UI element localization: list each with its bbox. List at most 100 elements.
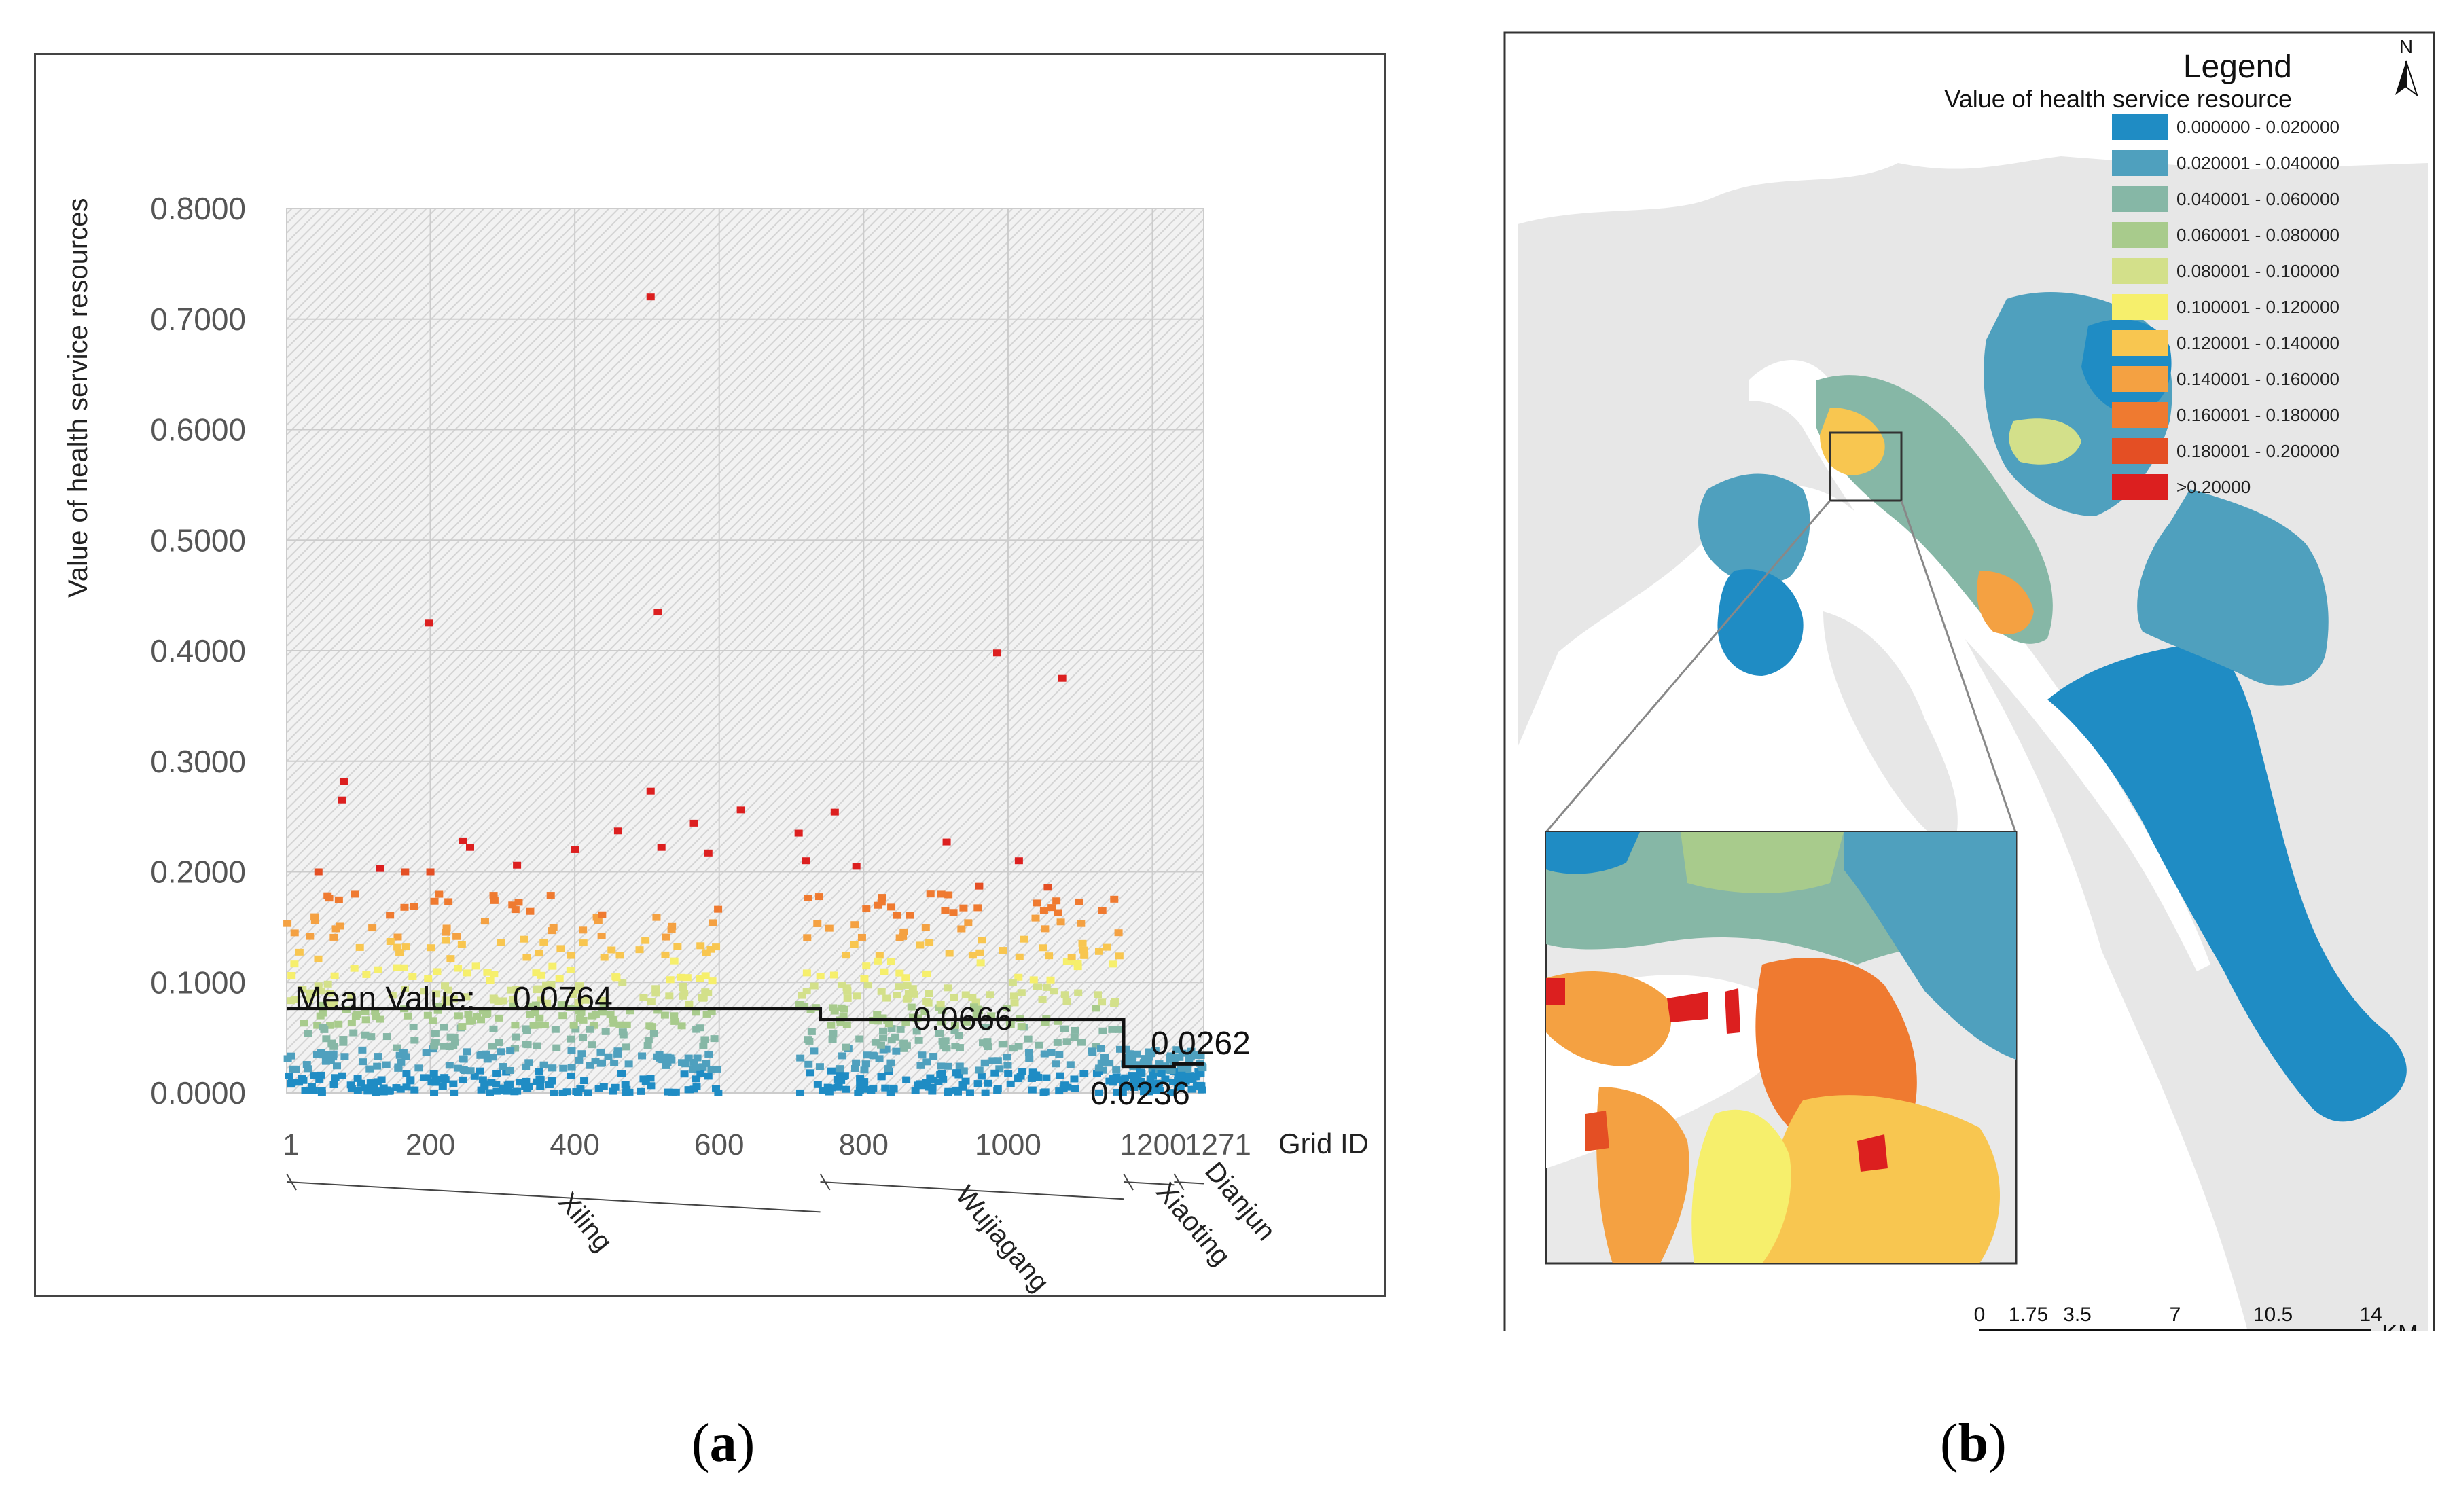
data-point xyxy=(1071,1085,1079,1092)
data-point xyxy=(1193,1051,1202,1058)
data-point xyxy=(477,1016,486,1024)
data-point xyxy=(984,1079,992,1087)
data-point xyxy=(884,1065,893,1073)
data-point xyxy=(533,1042,541,1049)
data-point xyxy=(511,1045,520,1052)
legend-label: 0.180001 - 0.200000 xyxy=(2176,441,2340,461)
district-label-wujiagang: Wujiagang xyxy=(950,1181,1055,1298)
data-point xyxy=(579,939,588,947)
data-point xyxy=(804,1036,812,1043)
data-point xyxy=(522,1077,531,1085)
data-point xyxy=(673,943,682,950)
region-east xyxy=(2137,489,2329,686)
data-point xyxy=(647,998,656,1005)
district-bracket-tick xyxy=(819,1173,831,1191)
data-point xyxy=(990,1069,999,1077)
data-point xyxy=(503,1087,512,1095)
data-point xyxy=(551,1026,560,1033)
data-point xyxy=(937,1007,946,1014)
data-point xyxy=(1031,914,1040,922)
y-tick-label: 0.1000 xyxy=(150,965,246,1000)
data-point xyxy=(291,996,300,1003)
data-point xyxy=(399,964,408,971)
data-point xyxy=(382,1033,391,1041)
data-point xyxy=(704,849,713,857)
mean-value-step-line xyxy=(287,1007,1204,1069)
legend-swatch xyxy=(2112,294,2168,320)
data-point xyxy=(305,996,314,1003)
y-tick-label: 0.6000 xyxy=(150,412,246,448)
legend-swatch xyxy=(2112,474,2168,500)
zoom-connector-right xyxy=(1900,500,2017,833)
data-point xyxy=(1060,1081,1069,1089)
data-point xyxy=(539,938,548,946)
data-point xyxy=(572,986,581,994)
data-point xyxy=(880,968,889,975)
data-point xyxy=(1166,1065,1175,1073)
district-bracket-tick xyxy=(286,1173,297,1191)
data-point xyxy=(1128,1052,1137,1060)
data-point xyxy=(310,913,319,920)
legend-label: 0.000000 - 0.020000 xyxy=(2176,117,2340,137)
data-point xyxy=(392,1084,401,1092)
data-point xyxy=(1045,952,1054,960)
data-point xyxy=(1141,1055,1149,1062)
data-point xyxy=(559,1064,568,1072)
data-point xyxy=(537,971,545,979)
data-point xyxy=(334,896,343,903)
data-point xyxy=(579,926,588,934)
data-point xyxy=(317,1089,326,1096)
data-point xyxy=(981,1089,990,1096)
data-point xyxy=(1088,1047,1096,1055)
data-point xyxy=(459,1055,467,1062)
data-point xyxy=(1077,1039,1086,1046)
data-point xyxy=(689,819,698,827)
data-point xyxy=(287,971,296,979)
data-point xyxy=(971,998,980,1006)
data-point xyxy=(574,1089,583,1096)
data-point xyxy=(482,1011,490,1018)
data-point xyxy=(1050,988,1058,995)
data-point xyxy=(310,1072,319,1079)
data-point xyxy=(499,997,507,1005)
mean-xiling-value: 0.0764 xyxy=(513,981,613,1017)
data-point xyxy=(557,1001,566,1009)
data-point xyxy=(1118,1089,1127,1096)
scale-label: 1.75 xyxy=(2009,1303,2048,1326)
data-point xyxy=(910,990,918,998)
data-point xyxy=(394,1063,403,1070)
data-point xyxy=(712,943,721,951)
data-point xyxy=(440,1074,449,1081)
data-point xyxy=(611,973,620,981)
data-point xyxy=(700,1036,709,1043)
data-point xyxy=(995,1065,1004,1073)
data-point xyxy=(609,1020,618,1027)
data-point xyxy=(891,1033,900,1041)
data-point xyxy=(334,1020,343,1028)
data-point xyxy=(531,1009,539,1017)
data-point xyxy=(397,1058,406,1066)
data-point xyxy=(1058,674,1067,682)
data-point xyxy=(1092,1005,1100,1012)
data-point xyxy=(558,1012,567,1020)
legend-swatch xyxy=(2112,402,2168,428)
data-point xyxy=(856,1075,865,1082)
data-point xyxy=(903,982,912,989)
data-point xyxy=(424,975,433,982)
data-point xyxy=(950,1022,959,1029)
data-point xyxy=(925,1083,933,1091)
scale-label: 10.5 xyxy=(2253,1303,2293,1326)
data-point xyxy=(1014,1043,1023,1050)
data-point xyxy=(860,1066,869,1074)
data-point xyxy=(1151,1047,1160,1054)
legend-swatch xyxy=(2112,330,2168,356)
data-point xyxy=(599,1083,608,1090)
data-point xyxy=(827,1084,836,1092)
data-point xyxy=(653,1007,662,1014)
data-point xyxy=(882,994,891,1002)
data-point xyxy=(340,1053,349,1060)
data-point xyxy=(513,1087,522,1095)
data-point xyxy=(1067,958,1075,965)
data-point xyxy=(567,952,575,959)
data-point xyxy=(586,1062,595,1069)
